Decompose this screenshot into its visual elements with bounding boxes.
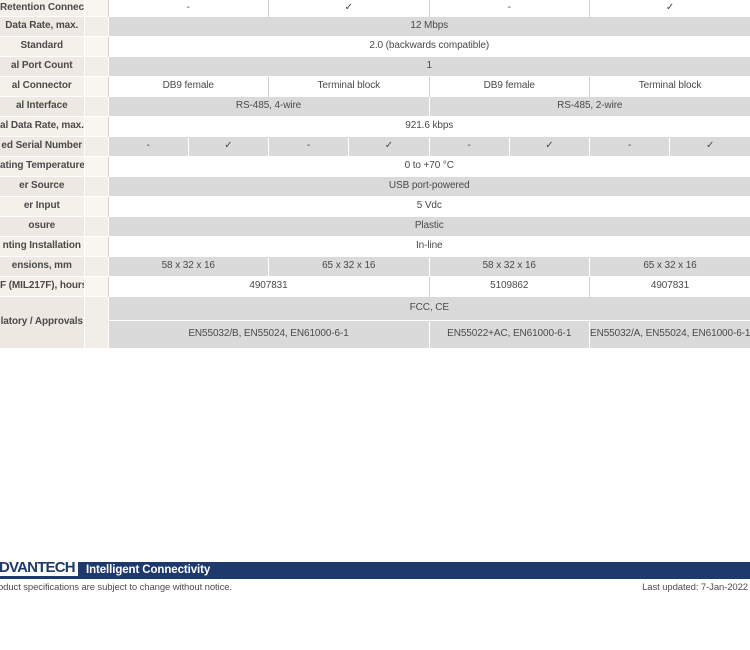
tagline-banner: Intelligent Connectivity [78, 562, 750, 579]
spec-cell: EN55022+AC, EN61000-6-1 [428, 319, 590, 348]
spec-cell: 4907831 [589, 275, 750, 296]
checkmark-cell: ✓ [268, 0, 429, 16]
spec-cell: - [428, 135, 510, 156]
checkmark-cell: ✓ [669, 135, 750, 156]
row-label-serial-connector: al Connector [0, 75, 84, 96]
spec-table: Retention Connector - ✓ - ✓ Data Rate, m… [0, 0, 750, 348]
row-label-operating-temperature: ating Temperature [0, 155, 84, 176]
row-label-data-rate-max: Data Rate, max. [0, 15, 84, 36]
spec-cell: 0 to +70 °C [107, 155, 750, 176]
category-strip-cell [83, 215, 108, 236]
disclaimer-text: oduct specifications are subject to chan… [0, 582, 232, 593]
row-label-serial-data-rate-max: al Data Rate, max. [0, 115, 84, 136]
category-strip-cell [83, 0, 108, 16]
row-label-fixed-serial-number: ed Serial Number [0, 135, 84, 156]
checkmark-cell: ✓ [508, 135, 590, 156]
row-label-power-input: er Input [0, 195, 84, 216]
checkmark-cell: ✓ [589, 0, 750, 16]
spec-cell: 58 x 32 x 16 [428, 255, 590, 276]
spec-cell: EN55032/B, EN55024, EN61000-6-1 [107, 319, 429, 348]
category-strip-cell [83, 15, 108, 36]
row-label-serial-interface: al Interface [0, 95, 84, 116]
category-strip-cell [83, 255, 108, 276]
category-strip-cell [83, 35, 108, 56]
spec-cell: USB port-powered [107, 175, 750, 196]
spec-cell: Terminal block [589, 75, 750, 96]
spec-cell: 65 x 32 x 16 [589, 255, 750, 276]
row-label-enclosure: osure [0, 215, 84, 236]
category-strip-cell [83, 55, 108, 76]
spec-cell: DB9 female [107, 75, 269, 96]
advantech-logo: DVANTECH [0, 559, 76, 576]
category-strip-cell [83, 175, 108, 196]
footnote-row: oduct specifications are subject to chan… [0, 582, 750, 593]
spec-cell: Plastic [107, 215, 750, 236]
spec-cell: - [107, 0, 269, 16]
spec-cell: RS-485, 2-wire [428, 95, 750, 116]
category-strip-cell [83, 135, 108, 156]
spec-cell: 12 Mbps [107, 15, 750, 36]
row-label-mounting-installation: nting Installation [0, 235, 84, 256]
spec-cell: 5 Vdc [107, 195, 750, 216]
checkmark-cell: ✓ [348, 135, 429, 156]
row-label-regulatory-approvals: latory / Approvals [0, 295, 84, 348]
row-label-retention-connector: Retention Connector [0, 0, 84, 16]
row-label-mtbf-hours: F (MIL217F), hours [0, 275, 84, 296]
category-strip-cell [83, 275, 108, 296]
row-label-power-source: er Source [0, 175, 84, 196]
spec-cell: EN55032/A, EN55024, EN61000-6-1 [589, 319, 750, 348]
last-updated-text: Last updated: 7-Jan-2022 [642, 582, 748, 593]
checkmark-cell: ✓ [187, 135, 269, 156]
footer-band: DVANTECH Intelligent Connectivity [0, 559, 750, 579]
category-strip-cell [83, 95, 108, 116]
spec-cell: - [588, 135, 670, 156]
spec-cell: RS-485, 4-wire [107, 95, 429, 116]
row-label-standard: Standard [0, 35, 84, 56]
row-label-dimensions-mm: ensions, mm [0, 255, 84, 276]
spec-cell: 921.6 kbps [107, 115, 750, 136]
spec-cell: FCC, CE [107, 295, 750, 320]
spec-cell: - [107, 135, 189, 156]
category-strip-cell [83, 195, 108, 216]
category-strip-cell [83, 115, 108, 136]
category-strip-cell [83, 75, 108, 96]
page-footer: DVANTECH Intelligent Connectivity oduct … [0, 559, 750, 593]
row-label-serial-port-count: al Port Count [0, 55, 84, 76]
spec-cell: 1 [107, 55, 750, 76]
category-strip-cell [83, 235, 108, 256]
spec-cell: 2.0 (backwards compatible) [107, 35, 750, 56]
spec-cell: Terminal block [268, 75, 429, 96]
spec-cell: - [428, 0, 590, 16]
category-strip-cell [83, 295, 108, 348]
spec-cell: 5109862 [428, 275, 590, 296]
spec-cell: 65 x 32 x 16 [268, 255, 429, 276]
spec-cell: 58 x 32 x 16 [107, 255, 269, 276]
spec-cell: 4907831 [107, 275, 429, 296]
category-strip-cell [83, 155, 108, 176]
spec-cell: In-line [107, 235, 750, 256]
spec-cell: DB9 female [428, 75, 590, 96]
spec-cell: - [267, 135, 349, 156]
